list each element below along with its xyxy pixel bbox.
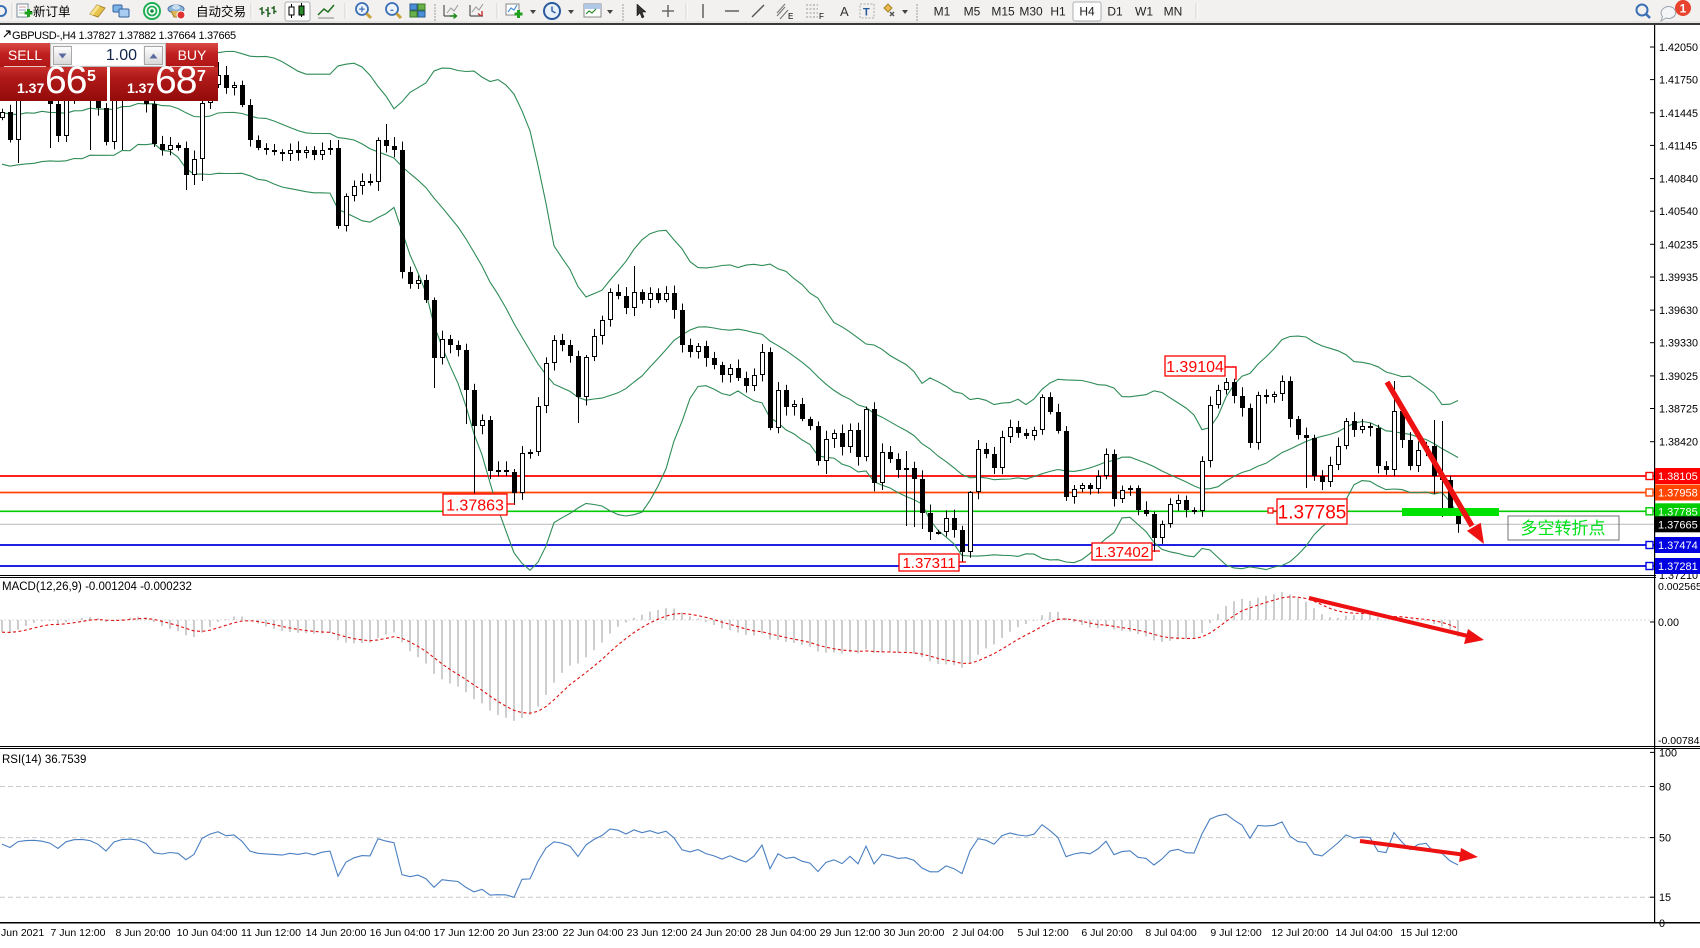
svg-text:1.37281: 1.37281 <box>1658 561 1698 573</box>
svg-text:16 Jun 04:00: 16 Jun 04:00 <box>370 927 431 939</box>
svg-text:T: T <box>863 7 870 19</box>
svg-text:1.40840: 1.40840 <box>1659 174 1698 186</box>
svg-text:1.41445: 1.41445 <box>1659 108 1698 120</box>
svg-text:-0.007847: -0.007847 <box>1658 735 1700 747</box>
svg-text:1.41750: 1.41750 <box>1659 75 1698 87</box>
svg-text:30 Jun 20:00: 30 Jun 20:00 <box>884 927 945 939</box>
svg-text:+: + <box>359 4 365 16</box>
svg-text:5 Jul 12:00: 5 Jul 12:00 <box>1017 927 1069 939</box>
svg-text:RSI(14) 36.7539: RSI(14) 36.7539 <box>2 754 86 766</box>
svg-text:12 Jul 20:00: 12 Jul 20:00 <box>1271 927 1328 939</box>
svg-text:20 Jun 23:00: 20 Jun 23:00 <box>498 927 559 939</box>
svg-text:1.37402: 1.37402 <box>1095 544 1149 561</box>
svg-text:H4: H4 <box>1079 5 1095 19</box>
svg-text:1.37311: 1.37311 <box>902 555 955 572</box>
svg-text:28 Jun 04:00: 28 Jun 04:00 <box>756 927 817 939</box>
svg-text:Jun 2021: Jun 2021 <box>1 927 44 939</box>
svg-text:MN: MN <box>1164 5 1183 19</box>
svg-text:15 Jul 12:00: 15 Jul 12:00 <box>1400 927 1457 939</box>
svg-text:0.00: 0.00 <box>1658 617 1679 629</box>
svg-text:24 Jun 20:00: 24 Jun 20:00 <box>691 927 752 939</box>
svg-text:1.38105: 1.38105 <box>1658 471 1698 483</box>
svg-text:2 Jul 04:00: 2 Jul 04:00 <box>952 927 1004 939</box>
svg-text:H1: H1 <box>1050 5 1066 19</box>
svg-text:1.37474: 1.37474 <box>1658 540 1698 552</box>
svg-text:0.002565: 0.002565 <box>1658 581 1700 593</box>
svg-text:8 Jun 20:00: 8 Jun 20:00 <box>116 927 171 939</box>
svg-text:100: 100 <box>1659 747 1677 759</box>
svg-text:10 Jun 04:00: 10 Jun 04:00 <box>177 927 238 939</box>
svg-text:14 Jun 20:00: 14 Jun 20:00 <box>306 927 367 939</box>
svg-text:11 Jun 12:00: 11 Jun 12:00 <box>241 927 301 939</box>
svg-text:8 Jul 04:00: 8 Jul 04:00 <box>1145 927 1197 939</box>
svg-text:GBPUSD-,H4 1.37827 1.37882 1.: GBPUSD-,H4 1.37827 1.37882 1.37664 1.376… <box>12 30 236 42</box>
svg-text:M5: M5 <box>964 5 981 19</box>
svg-text:1.37785: 1.37785 <box>1658 506 1698 518</box>
svg-text:1: 1 <box>1680 2 1687 16</box>
svg-text:M30: M30 <box>1019 5 1043 19</box>
svg-text:1.39330: 1.39330 <box>1659 338 1698 350</box>
svg-text:新订单: 新订单 <box>33 4 71 19</box>
svg-text:MACD(12,26,9) -0.001204 -0.000: MACD(12,26,9) -0.001204 -0.000232 <box>2 581 192 593</box>
svg-text:1.37958: 1.37958 <box>1658 488 1698 500</box>
svg-text:M15: M15 <box>991 5 1015 19</box>
svg-text:W1: W1 <box>1135 5 1153 19</box>
svg-text:多空转折点: 多空转折点 <box>1521 519 1606 538</box>
svg-text:23 Jun 12:00: 23 Jun 12:00 <box>627 927 688 939</box>
svg-text:1.39630: 1.39630 <box>1659 305 1698 317</box>
svg-text:1.37785: 1.37785 <box>1278 502 1347 523</box>
svg-text:-: - <box>390 4 394 16</box>
svg-text:E: E <box>788 12 793 21</box>
svg-text:14 Jul 04:00: 14 Jul 04:00 <box>1335 927 1392 939</box>
svg-text:50: 50 <box>1659 833 1671 845</box>
svg-text:1.40540: 1.40540 <box>1659 206 1698 218</box>
svg-text:1.42050: 1.42050 <box>1659 42 1698 54</box>
svg-text:22 Jun 04:00: 22 Jun 04:00 <box>563 927 624 939</box>
svg-text:1.41145: 1.41145 <box>1659 140 1697 152</box>
svg-text:M1: M1 <box>934 5 951 19</box>
svg-text:1.39025: 1.39025 <box>1659 371 1698 383</box>
svg-text:1.38725: 1.38725 <box>1659 404 1698 416</box>
svg-text:9 Jul 12:00: 9 Jul 12:00 <box>1210 927 1262 939</box>
svg-text:1.37863: 1.37863 <box>446 497 504 514</box>
svg-text:6 Jul 20:00: 6 Jul 20:00 <box>1081 927 1133 939</box>
svg-text:0: 0 <box>1659 918 1665 930</box>
svg-text:1.40235: 1.40235 <box>1659 239 1698 251</box>
svg-text:7 Jun 12:00: 7 Jun 12:00 <box>51 927 106 939</box>
svg-text:80: 80 <box>1659 782 1671 794</box>
svg-text:1.38420: 1.38420 <box>1659 437 1698 449</box>
svg-text:1.39935: 1.39935 <box>1659 272 1698 284</box>
svg-text:D1: D1 <box>1107 5 1123 19</box>
svg-text:15: 15 <box>1659 892 1671 904</box>
svg-text:1.37665: 1.37665 <box>1658 519 1698 531</box>
svg-text:A: A <box>840 4 849 19</box>
svg-text:17 Jun 12:00: 17 Jun 12:00 <box>434 927 495 939</box>
svg-text:1.39104: 1.39104 <box>1166 359 1224 376</box>
svg-text:29 Jun 12:00: 29 Jun 12:00 <box>820 927 881 939</box>
svg-text:F: F <box>819 12 824 21</box>
svg-text:自动交易: 自动交易 <box>196 4 246 19</box>
